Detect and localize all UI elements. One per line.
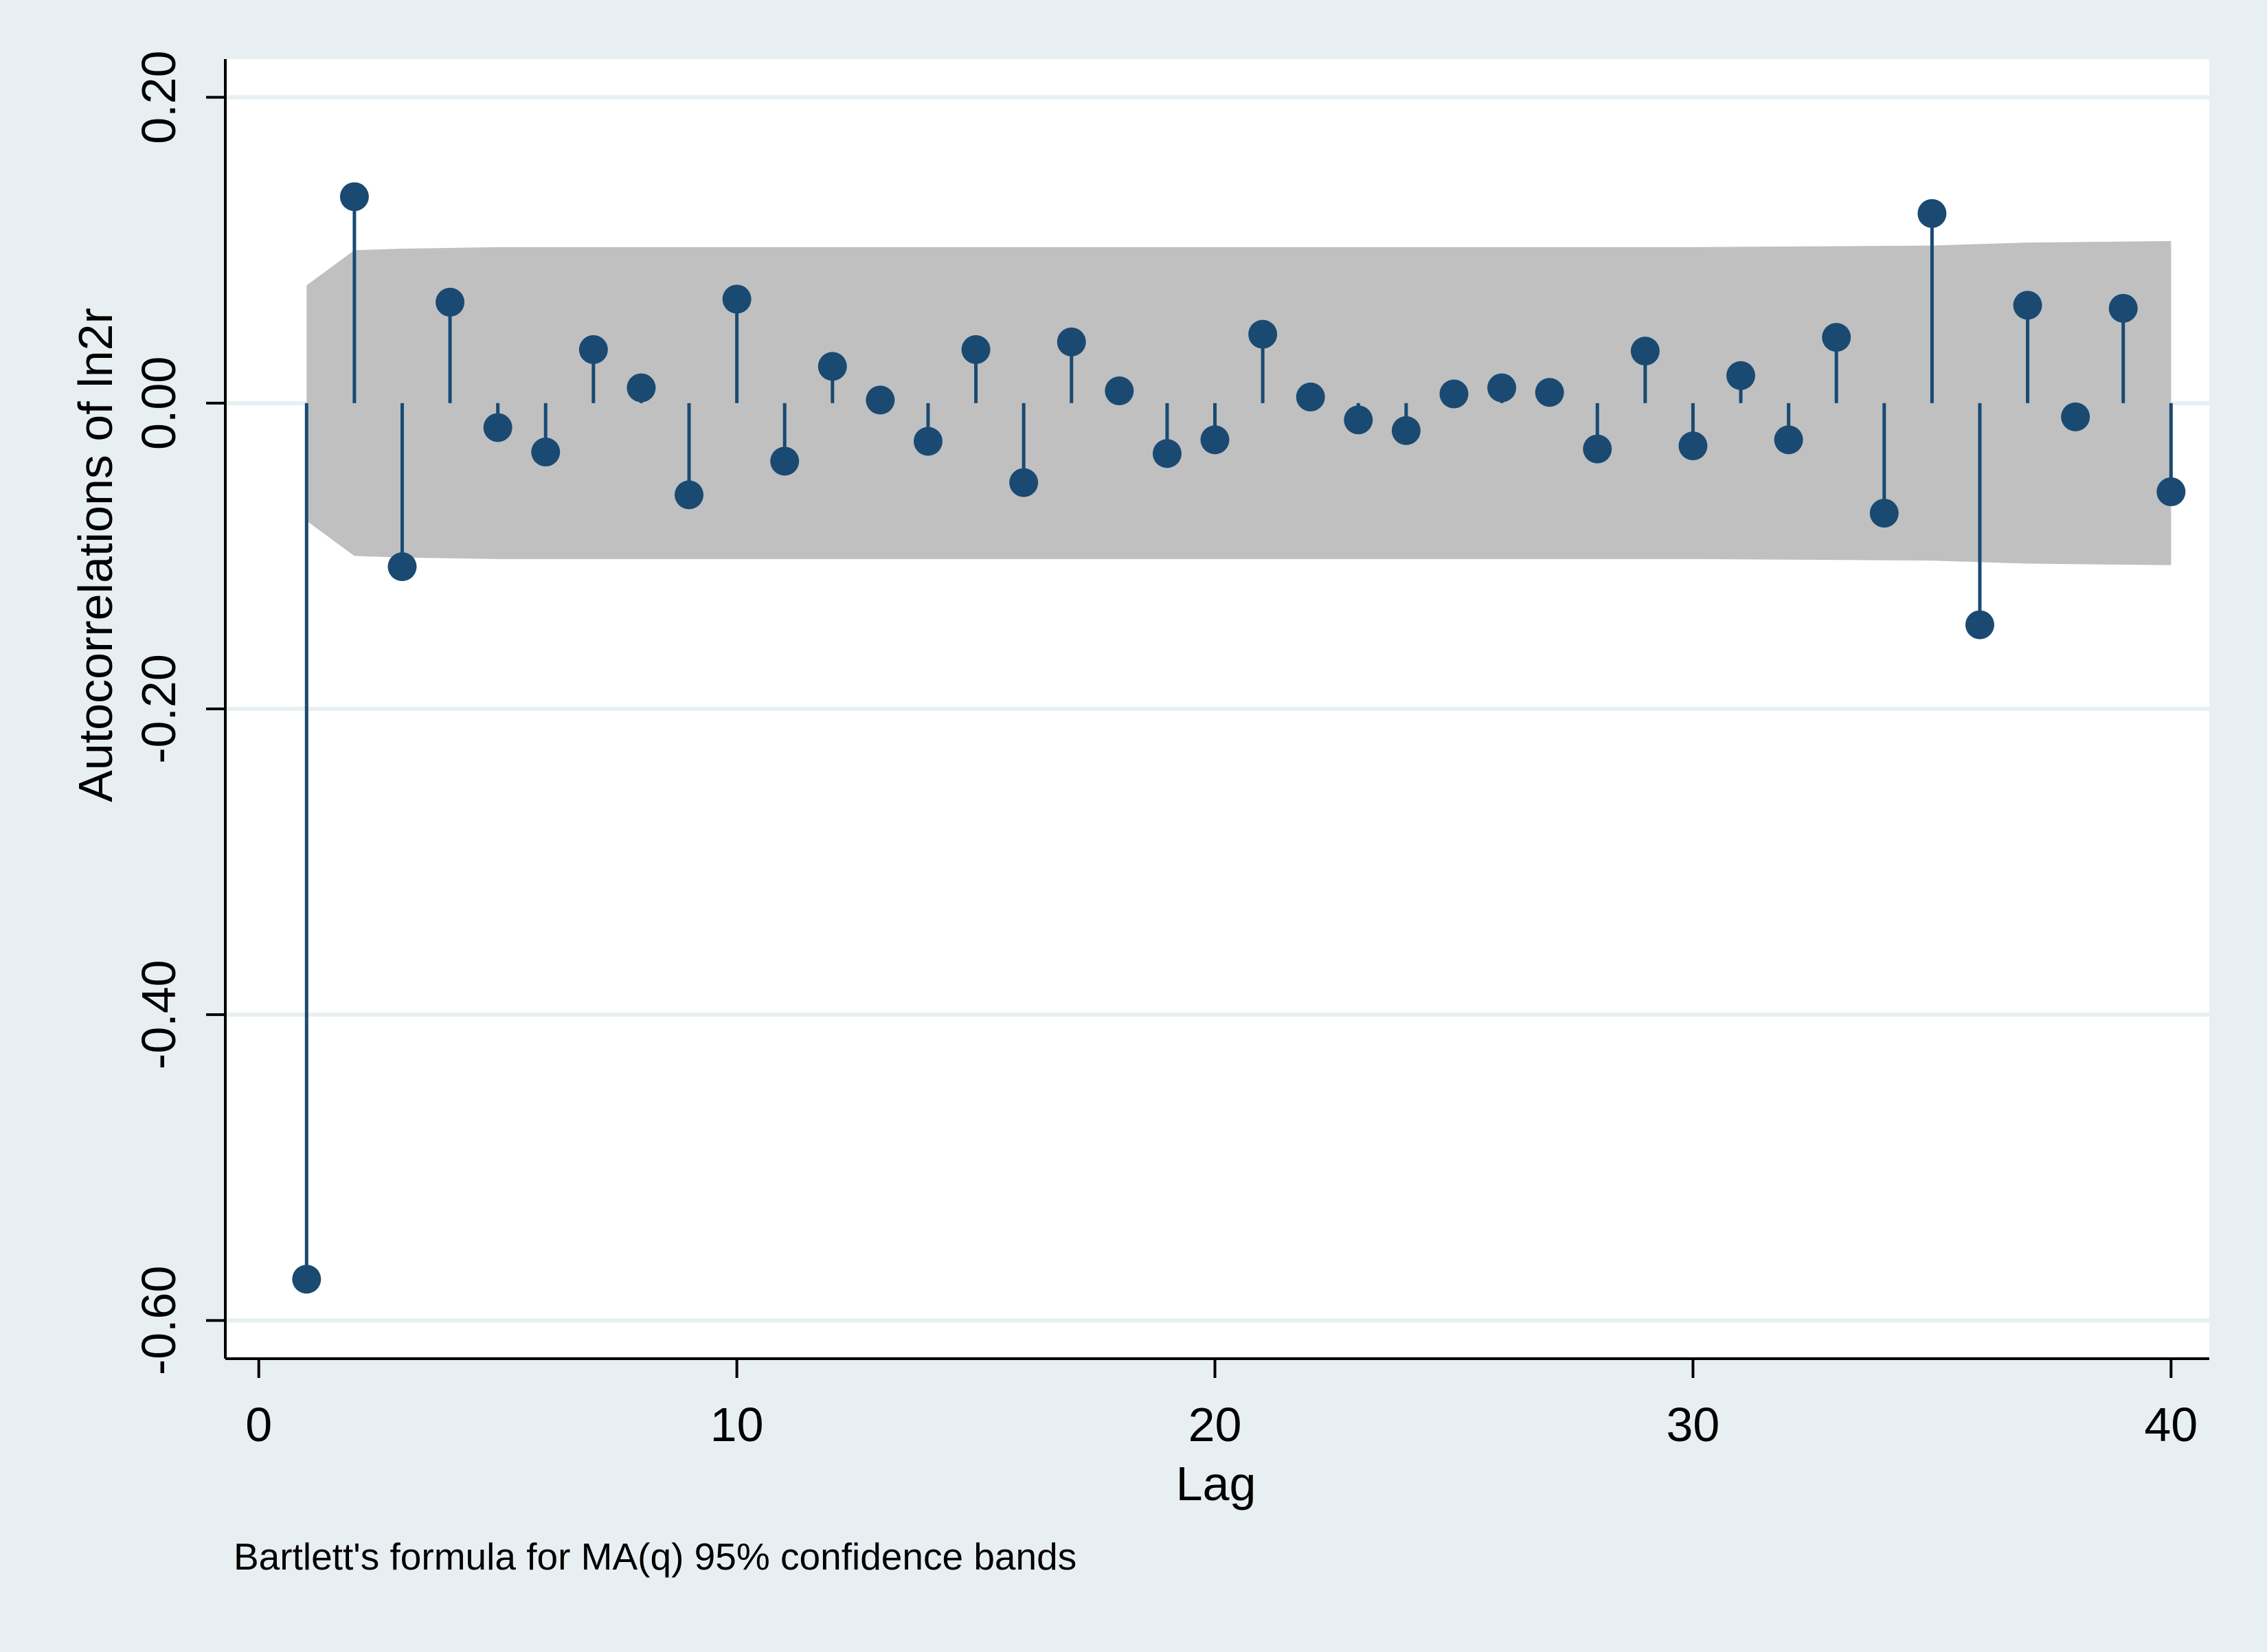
y-tick-label-4: 0.20 [132, 51, 185, 144]
marker-lag-38 [2061, 402, 2090, 431]
y-tick-label-2: -0.20 [132, 654, 185, 764]
marker-lag-16 [1009, 468, 1039, 497]
x-axis-title: Lag [1176, 1457, 1256, 1510]
marker-lag-26 [1487, 373, 1517, 403]
x-tick-label-1: 10 [710, 1398, 764, 1451]
marker-lag-23 [1344, 405, 1373, 435]
x-tick-label-3: 30 [1666, 1398, 1719, 1451]
y-tick-label-3: 0.00 [132, 357, 185, 450]
marker-lag-4 [436, 287, 465, 317]
x-tick-label-4: 40 [2144, 1398, 2198, 1451]
marker-lag-36 [1965, 610, 1994, 640]
marker-lag-10 [722, 284, 752, 314]
marker-lag-7 [578, 335, 608, 364]
marker-lag-28 [1583, 434, 1612, 464]
marker-lag-20 [1200, 425, 1230, 455]
marker-lag-3 [387, 552, 417, 581]
y-axis-ticks: -0.60 -0.40 -0.20 0.00 0.20 [132, 51, 225, 1376]
y-tick-label-1: -0.40 [132, 960, 185, 1070]
marker-lag-40 [2156, 477, 2186, 506]
marker-lag-6 [531, 438, 561, 467]
marker-lag-15 [961, 335, 991, 364]
marker-lag-24 [1391, 416, 1421, 445]
marker-lag-8 [627, 373, 656, 403]
marker-lag-33 [1822, 323, 1851, 352]
marker-lag-19 [1152, 439, 1182, 468]
x-axis-ticks: 0 10 20 30 40 [245, 1359, 2198, 1451]
marker-lag-37 [2013, 291, 2042, 320]
marker-lag-27 [1535, 378, 1564, 407]
marker-lag-29 [1630, 337, 1660, 366]
marker-lag-25 [1439, 379, 1469, 409]
marker-lag-1 [292, 1265, 322, 1294]
x-tick-label-2: 20 [1188, 1398, 1242, 1451]
markers [292, 182, 2186, 1294]
marker-lag-34 [1869, 499, 1899, 528]
marker-lag-5 [483, 413, 512, 442]
marker-lag-11 [770, 446, 800, 476]
marker-lag-32 [1774, 425, 1803, 455]
stems [304, 196, 2173, 1280]
x-tick-label-0: 0 [245, 1398, 272, 1451]
y-tick-label-0: -0.60 [132, 1266, 185, 1376]
marker-lag-21 [1248, 319, 1278, 349]
marker-lag-14 [913, 427, 943, 456]
marker-lag-31 [1726, 361, 1756, 390]
marker-lag-12 [817, 352, 847, 381]
marker-lag-30 [1678, 431, 1708, 461]
marker-lag-35 [1917, 199, 1947, 228]
marker-lag-13 [866, 385, 895, 415]
marker-lag-17 [1057, 327, 1086, 357]
marker-lag-18 [1105, 376, 1134, 406]
y-axis-title: Autocorrelations of ln2r [69, 308, 122, 802]
marker-lag-39 [2108, 293, 2138, 323]
chart-note: Bartlett's formula for MA(q) 95% confide… [234, 1535, 1076, 1578]
confidence-band [306, 240, 2172, 565]
marker-lag-2 [339, 182, 369, 212]
marker-lag-22 [1296, 382, 1325, 411]
marker-lag-9 [675, 480, 704, 510]
